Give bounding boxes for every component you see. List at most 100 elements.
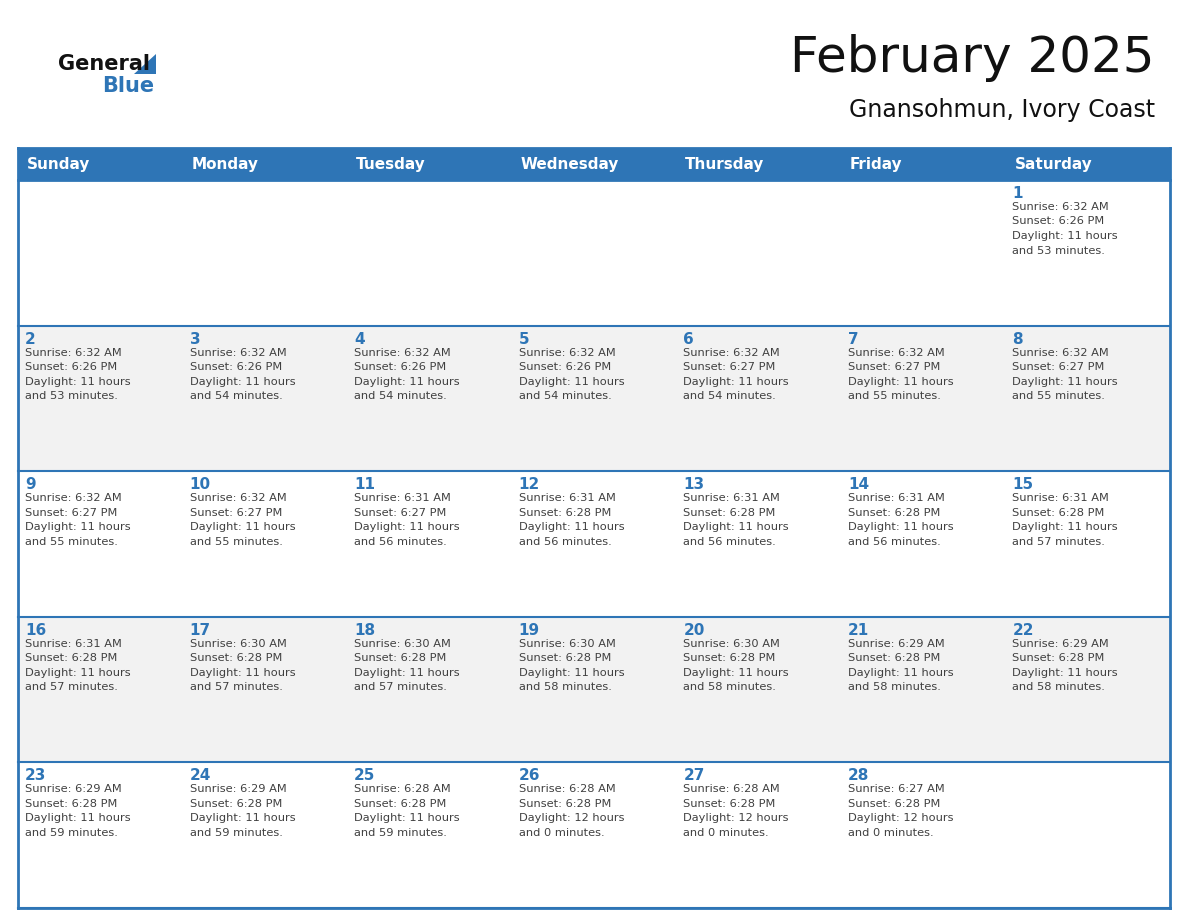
Bar	[347, 326, 512, 471]
Text: Gnansohmun, Ivory Coast: Gnansohmun, Ivory Coast	[849, 98, 1155, 122]
Bar	[1005, 180, 1170, 326]
Bar	[18, 326, 183, 471]
Text: Sunset: 6:28 PM: Sunset: 6:28 PM	[519, 654, 611, 664]
Text: Tuesday: Tuesday	[356, 156, 425, 172]
Text: 17: 17	[190, 622, 210, 638]
Text: Daylight: 11 hours: Daylight: 11 hours	[190, 667, 295, 677]
Bar	[1005, 471, 1170, 617]
Bar	[512, 326, 676, 471]
Text: and 59 minutes.: and 59 minutes.	[190, 828, 283, 838]
Text: and 58 minutes.: and 58 minutes.	[683, 682, 776, 692]
Bar	[841, 471, 1005, 617]
Text: Sunset: 6:28 PM: Sunset: 6:28 PM	[354, 654, 447, 664]
Bar	[512, 617, 676, 763]
Text: 16: 16	[25, 622, 46, 638]
Text: and 0 minutes.: and 0 minutes.	[519, 828, 605, 838]
Text: 12: 12	[519, 477, 541, 492]
Text: and 0 minutes.: and 0 minutes.	[848, 828, 934, 838]
Text: and 53 minutes.: and 53 minutes.	[1012, 245, 1105, 255]
Text: Daylight: 11 hours: Daylight: 11 hours	[25, 813, 131, 823]
Bar	[347, 180, 512, 326]
Bar	[841, 763, 1005, 908]
Text: and 55 minutes.: and 55 minutes.	[190, 537, 283, 547]
Bar	[676, 617, 841, 763]
Bar	[183, 180, 347, 326]
Text: 5: 5	[519, 331, 530, 347]
Text: 13: 13	[683, 477, 704, 492]
Text: Sunrise: 6:32 AM: Sunrise: 6:32 AM	[1012, 202, 1110, 212]
Text: Sunrise: 6:32 AM: Sunrise: 6:32 AM	[1012, 348, 1110, 358]
Text: 15: 15	[1012, 477, 1034, 492]
Text: Sunrise: 6:31 AM: Sunrise: 6:31 AM	[25, 639, 122, 649]
Text: Sunset: 6:28 PM: Sunset: 6:28 PM	[683, 508, 776, 518]
Text: Sunset: 6:28 PM: Sunset: 6:28 PM	[519, 799, 611, 809]
Text: Saturday: Saturday	[1015, 156, 1092, 172]
Bar	[18, 471, 183, 617]
Bar	[18, 148, 1170, 180]
Text: 6: 6	[683, 331, 694, 347]
Text: 2: 2	[25, 331, 36, 347]
Bar	[183, 471, 347, 617]
Bar	[18, 180, 183, 326]
Text: Sunrise: 6:30 AM: Sunrise: 6:30 AM	[190, 639, 286, 649]
Text: Blue: Blue	[102, 76, 154, 96]
Text: and 57 minutes.: and 57 minutes.	[190, 682, 283, 692]
Text: Sunset: 6:28 PM: Sunset: 6:28 PM	[848, 799, 940, 809]
Text: Sunset: 6:27 PM: Sunset: 6:27 PM	[1012, 362, 1105, 372]
Text: and 54 minutes.: and 54 minutes.	[683, 391, 776, 401]
Text: 14: 14	[848, 477, 868, 492]
Text: 26: 26	[519, 768, 541, 783]
Text: Monday: Monday	[191, 156, 259, 172]
Text: Daylight: 12 hours: Daylight: 12 hours	[519, 813, 624, 823]
Bar	[1005, 763, 1170, 908]
Bar	[18, 763, 183, 908]
Text: and 58 minutes.: and 58 minutes.	[519, 682, 612, 692]
Text: Sunset: 6:27 PM: Sunset: 6:27 PM	[354, 508, 447, 518]
Text: and 53 minutes.: and 53 minutes.	[25, 391, 118, 401]
Text: Sunday: Sunday	[27, 156, 90, 172]
Text: Sunset: 6:27 PM: Sunset: 6:27 PM	[848, 362, 940, 372]
Text: and 56 minutes.: and 56 minutes.	[683, 537, 776, 547]
Text: Daylight: 11 hours: Daylight: 11 hours	[354, 522, 460, 532]
Bar	[512, 471, 676, 617]
Text: Wednesday: Wednesday	[520, 156, 619, 172]
Text: 8: 8	[1012, 331, 1023, 347]
Bar	[183, 763, 347, 908]
Text: 3: 3	[190, 331, 201, 347]
Bar	[183, 617, 347, 763]
Text: and 56 minutes.: and 56 minutes.	[848, 537, 941, 547]
Text: Sunrise: 6:32 AM: Sunrise: 6:32 AM	[848, 348, 944, 358]
Text: Sunrise: 6:29 AM: Sunrise: 6:29 AM	[848, 639, 944, 649]
Text: Daylight: 11 hours: Daylight: 11 hours	[1012, 522, 1118, 532]
Text: Sunrise: 6:31 AM: Sunrise: 6:31 AM	[683, 493, 781, 503]
Bar	[676, 471, 841, 617]
Text: February 2025: February 2025	[790, 34, 1155, 82]
Text: Sunrise: 6:28 AM: Sunrise: 6:28 AM	[519, 784, 615, 794]
Bar	[676, 180, 841, 326]
Text: Sunrise: 6:29 AM: Sunrise: 6:29 AM	[1012, 639, 1110, 649]
Text: 10: 10	[190, 477, 210, 492]
Text: Daylight: 11 hours: Daylight: 11 hours	[519, 667, 625, 677]
Text: Daylight: 11 hours: Daylight: 11 hours	[519, 376, 625, 386]
Bar	[1005, 326, 1170, 471]
Text: Sunrise: 6:31 AM: Sunrise: 6:31 AM	[848, 493, 944, 503]
Text: Sunset: 6:28 PM: Sunset: 6:28 PM	[848, 508, 940, 518]
Text: 1: 1	[1012, 186, 1023, 201]
Text: Sunset: 6:26 PM: Sunset: 6:26 PM	[1012, 217, 1105, 227]
Polygon shape	[134, 54, 156, 74]
Text: and 54 minutes.: and 54 minutes.	[519, 391, 612, 401]
Text: and 55 minutes.: and 55 minutes.	[25, 537, 118, 547]
Text: Sunrise: 6:31 AM: Sunrise: 6:31 AM	[354, 493, 451, 503]
Text: Sunrise: 6:32 AM: Sunrise: 6:32 AM	[190, 348, 286, 358]
Bar	[676, 326, 841, 471]
Text: Sunset: 6:27 PM: Sunset: 6:27 PM	[683, 362, 776, 372]
Bar	[347, 617, 512, 763]
Text: Daylight: 12 hours: Daylight: 12 hours	[683, 813, 789, 823]
Text: Sunset: 6:27 PM: Sunset: 6:27 PM	[25, 508, 118, 518]
Text: and 57 minutes.: and 57 minutes.	[354, 682, 447, 692]
Text: 7: 7	[848, 331, 859, 347]
Text: 21: 21	[848, 622, 870, 638]
Text: Daylight: 11 hours: Daylight: 11 hours	[25, 522, 131, 532]
Text: Daylight: 11 hours: Daylight: 11 hours	[25, 376, 131, 386]
Text: and 56 minutes.: and 56 minutes.	[519, 537, 612, 547]
